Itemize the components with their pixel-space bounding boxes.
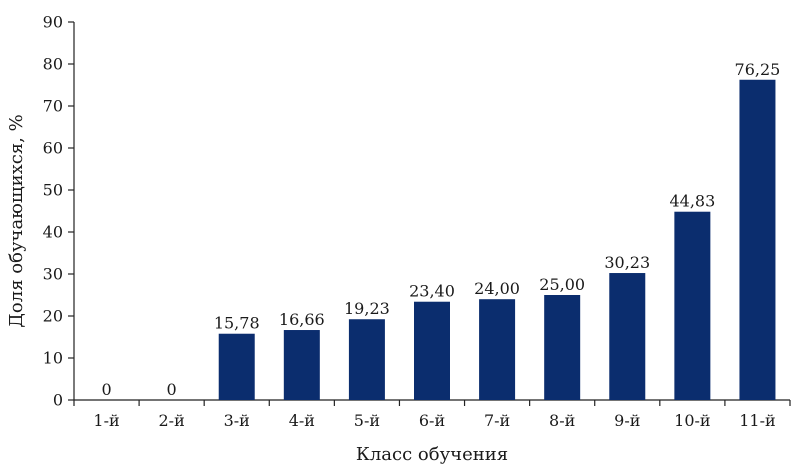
y-tick-label: 30 <box>43 265 63 284</box>
bar <box>283 330 320 400</box>
y-tick-label: 0 <box>53 391 63 410</box>
data-label: 16,66 <box>279 310 325 329</box>
y-tick-label: 80 <box>43 55 63 74</box>
data-label: 19,23 <box>344 299 390 318</box>
x-axis-title: Класс обучения <box>356 444 508 464</box>
bar <box>609 273 646 400</box>
bar <box>479 299 516 400</box>
y-axis-title: Доля обучающихся, % <box>6 114 27 327</box>
y-tick-label: 70 <box>43 97 63 116</box>
x-tick-label: 8-й <box>549 411 575 430</box>
x-tick-label: 5-й <box>354 411 380 430</box>
bar <box>544 295 581 400</box>
x-tick-label: 7-й <box>484 411 510 430</box>
data-label: 44,83 <box>669 192 715 211</box>
y-tick-label: 10 <box>43 349 63 368</box>
x-tick-label: 6-й <box>419 411 445 430</box>
bars <box>218 79 776 400</box>
x-tick-label: 4-й <box>289 411 315 430</box>
bar <box>414 301 450 400</box>
data-label: 23,40 <box>409 282 455 301</box>
bar <box>348 319 385 400</box>
data-label: 25,00 <box>539 275 585 294</box>
x-tick-label: 10-й <box>674 411 710 430</box>
x-tick-label: 1-й <box>93 411 119 430</box>
x-tick-label: 2-й <box>159 411 185 430</box>
data-label: 24,00 <box>474 279 520 298</box>
data-label: 0 <box>167 380 177 399</box>
axes: 0 10 20 30 40 50 60 70 80 90 1-й 2-й 3-й 4-й 5-й 6-й 7-й… <box>43 13 791 430</box>
y-tick-label: 60 <box>43 139 63 158</box>
data-label: 30,23 <box>604 253 650 272</box>
x-tick-label: 11-й <box>739 411 775 430</box>
bar <box>739 79 776 400</box>
y-tick-label: 50 <box>43 181 63 200</box>
y-tick-label: 40 <box>43 223 63 242</box>
x-tick-label: 3-й <box>224 411 250 430</box>
bar <box>218 333 255 400</box>
data-label: 0 <box>101 380 111 399</box>
data-label: 15,78 <box>214 314 260 333</box>
data-labels: 0 0 15,78 16,66 19,23 23,40 24,00 25,00 30,23 44,… <box>101 60 780 399</box>
data-label: 76,25 <box>735 60 781 79</box>
x-tick-label: 9-й <box>614 411 640 430</box>
y-tick-label: 90 <box>43 13 63 32</box>
bar <box>674 211 711 400</box>
y-tick-label: 20 <box>43 307 63 326</box>
